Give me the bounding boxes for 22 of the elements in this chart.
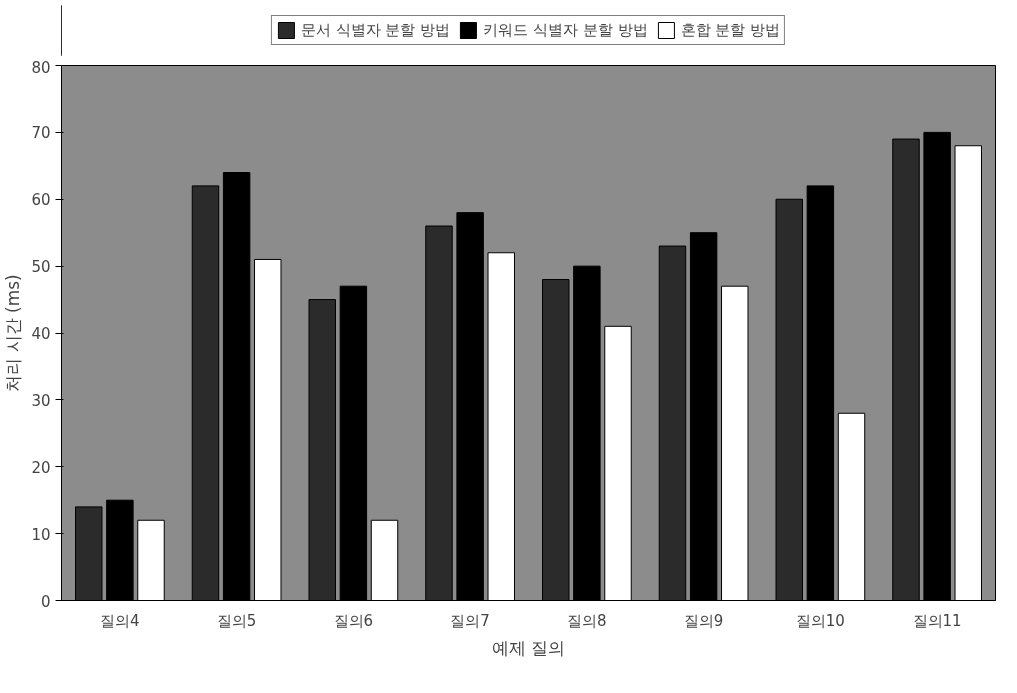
y-tick-label: 0 <box>40 592 51 611</box>
y-tick-label: 10 <box>31 525 51 544</box>
y-tick-label: 30 <box>31 391 51 410</box>
x-tick-label: 질의6 <box>333 611 374 630</box>
y-axis-title: 처리 시간 (ms) <box>3 274 24 392</box>
y-tick-label: 60 <box>31 191 51 210</box>
x-tick-label: 질의8 <box>567 611 607 630</box>
legend-label: 키워드 식별자 분할 방법 <box>483 20 648 40</box>
x-tick-label: 질의9 <box>683 611 724 630</box>
x-tick-label: 질의7 <box>450 611 490 630</box>
y-tick-label: 40 <box>31 325 51 343</box>
legend-label: 문서 식별자 분할 방법 <box>300 20 451 40</box>
x-tick-label: 질의5 <box>216 611 257 630</box>
x-tick-label: 질의11 <box>912 611 962 630</box>
x-tick-label: 질의10 <box>795 611 845 630</box>
y-tick-label: 50 <box>31 258 51 277</box>
y-tick-label: 80 <box>31 58 51 77</box>
legend-label: 혼합 분할 방법 <box>680 20 781 40</box>
x-axis-title: 예제 질의 <box>491 637 566 658</box>
y-tick-label: 70 <box>31 124 51 143</box>
y-tick-label: 20 <box>31 458 51 477</box>
x-tick-label: 질의4 <box>100 611 140 630</box>
